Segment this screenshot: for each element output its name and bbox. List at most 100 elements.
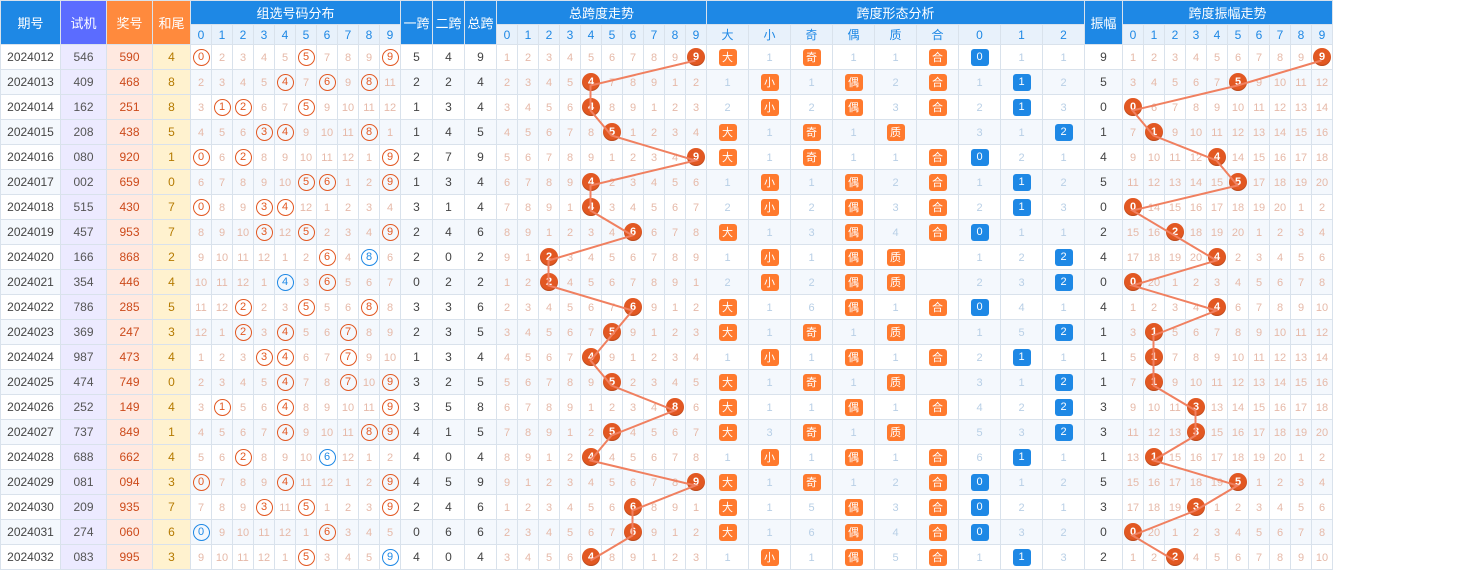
faded-num: 8: [504, 227, 510, 239]
ball-icon: 4: [582, 548, 600, 566]
cell-amp: 3: [1085, 420, 1123, 445]
zuxuan-cell: 1: [191, 345, 212, 370]
ring-icon: 4: [277, 124, 294, 141]
zuxuan-cell: 11: [359, 95, 380, 120]
tag-orange: 偶: [845, 274, 863, 291]
trendA-cell: 4: [1186, 45, 1207, 70]
data-row: 202402625214943156489101193586789123486大…: [1, 395, 1333, 420]
cell-spanT: 4: [465, 70, 497, 95]
ring-icon: 2: [235, 449, 252, 466]
trendT-cell: 9: [686, 45, 707, 70]
cell-span1: 2: [401, 320, 433, 345]
trendA-cell: 1: [1144, 320, 1165, 345]
trendT-digit-9: 9: [686, 25, 707, 45]
faded-num: 2: [724, 202, 730, 214]
faded-num: 15: [1169, 202, 1181, 214]
ball-icon: 9: [1313, 48, 1331, 66]
faded-num: 4: [1277, 252, 1283, 264]
shape-cell: 1: [749, 520, 791, 545]
faded-num: 2: [808, 102, 814, 114]
shape-cell: 大: [707, 470, 749, 495]
trendT-cell: 4: [644, 395, 665, 420]
ring-icon: 8: [361, 424, 378, 441]
ball-icon: 6: [624, 498, 642, 516]
faded-num: 4: [240, 377, 246, 389]
ball-icon: 4: [582, 173, 600, 191]
cell-span1: 2: [401, 245, 433, 270]
zuxuan-digit-4: 4: [275, 25, 296, 45]
faded-num: 13: [1169, 177, 1181, 189]
faded-num: 1: [345, 177, 351, 189]
ball-icon: 4: [582, 198, 600, 216]
trendT-cell: 7: [518, 395, 539, 420]
col-zuxuan: 组选号码分布: [191, 1, 401, 25]
faded-num: 9: [567, 402, 573, 414]
shape-cell: 1: [1001, 195, 1043, 220]
zuxuan-cell: 7: [317, 345, 338, 370]
faded-num: 1: [892, 302, 898, 314]
zuxuan-cell: 3: [233, 45, 254, 70]
zuxuan-cell: 6: [212, 145, 233, 170]
trendA-cell: 6: [1144, 95, 1165, 120]
trendT-cell: 2: [539, 270, 560, 295]
faded-num: 5: [546, 102, 552, 114]
trendA-cell: 5: [1291, 245, 1312, 270]
trendA-cell: 17: [1291, 395, 1312, 420]
trendA-cell: 1: [1165, 270, 1186, 295]
faded-num: 2: [1319, 202, 1325, 214]
faded-num: 16: [1274, 152, 1286, 164]
faded-num: 1: [1060, 452, 1066, 464]
trendT-cell: 2: [665, 95, 686, 120]
shape-cell: 0: [959, 145, 1001, 170]
tag-orange: 合: [929, 474, 947, 491]
trendT-cell: 3: [518, 295, 539, 320]
trendT-cell: 3: [539, 45, 560, 70]
faded-num: 7: [1256, 552, 1262, 564]
cell-hewei: 0: [153, 170, 191, 195]
faded-num: 3: [345, 527, 351, 539]
trendA-cell: 4: [1207, 295, 1228, 320]
zuxuan-cell: 11: [338, 120, 359, 145]
faded-num: 18: [1274, 427, 1286, 439]
faded-num: 4: [546, 77, 552, 89]
trendA-cell: 2: [1186, 520, 1207, 545]
cell-award: 285: [107, 295, 153, 320]
zuxuan-cell: 5: [296, 320, 317, 345]
cell-spanT: 9: [465, 45, 497, 70]
ball-icon: 6: [624, 223, 642, 241]
faded-num: 14: [1190, 177, 1202, 189]
shape-cell: 偶: [833, 520, 875, 545]
trendT-cell: 6: [518, 370, 539, 395]
trendT-cell: 7: [602, 295, 623, 320]
shape-cell: 偶: [833, 545, 875, 570]
shape-cell: 1: [1043, 45, 1085, 70]
faded-num: 10: [321, 427, 333, 439]
data-row: 202402773784914567491011894157891254567大…: [1, 420, 1333, 445]
faded-num: 9: [546, 202, 552, 214]
faded-num: 8: [609, 552, 615, 564]
faded-num: 7: [693, 202, 699, 214]
faded-num: 9: [261, 477, 267, 489]
faded-num: 4: [892, 227, 898, 239]
trendA-cell: 16: [1270, 145, 1291, 170]
faded-num: 2: [1060, 527, 1066, 539]
shape-cell: 2: [791, 95, 833, 120]
faded-num: 4: [651, 177, 657, 189]
faded-num: 6: [1319, 502, 1325, 514]
zuxuan-cell: 8: [254, 145, 275, 170]
faded-num: 3: [219, 377, 225, 389]
faded-num: 10: [237, 527, 249, 539]
faded-num: 9: [198, 552, 204, 564]
cell-shiji: 457: [61, 220, 107, 245]
faded-num: 1: [1172, 277, 1178, 289]
faded-num: 3: [693, 552, 699, 564]
trendA-cell: 0: [1123, 520, 1144, 545]
faded-num: 16: [1316, 127, 1328, 139]
shape-cell: 1: [875, 145, 917, 170]
faded-num: 2: [693, 77, 699, 89]
col-shape: 跨度形态分析: [707, 1, 1085, 25]
shape-cell: 2: [1043, 270, 1085, 295]
cell-span1: 3: [401, 370, 433, 395]
faded-num: 15: [1211, 427, 1223, 439]
faded-num: 1: [282, 552, 288, 564]
